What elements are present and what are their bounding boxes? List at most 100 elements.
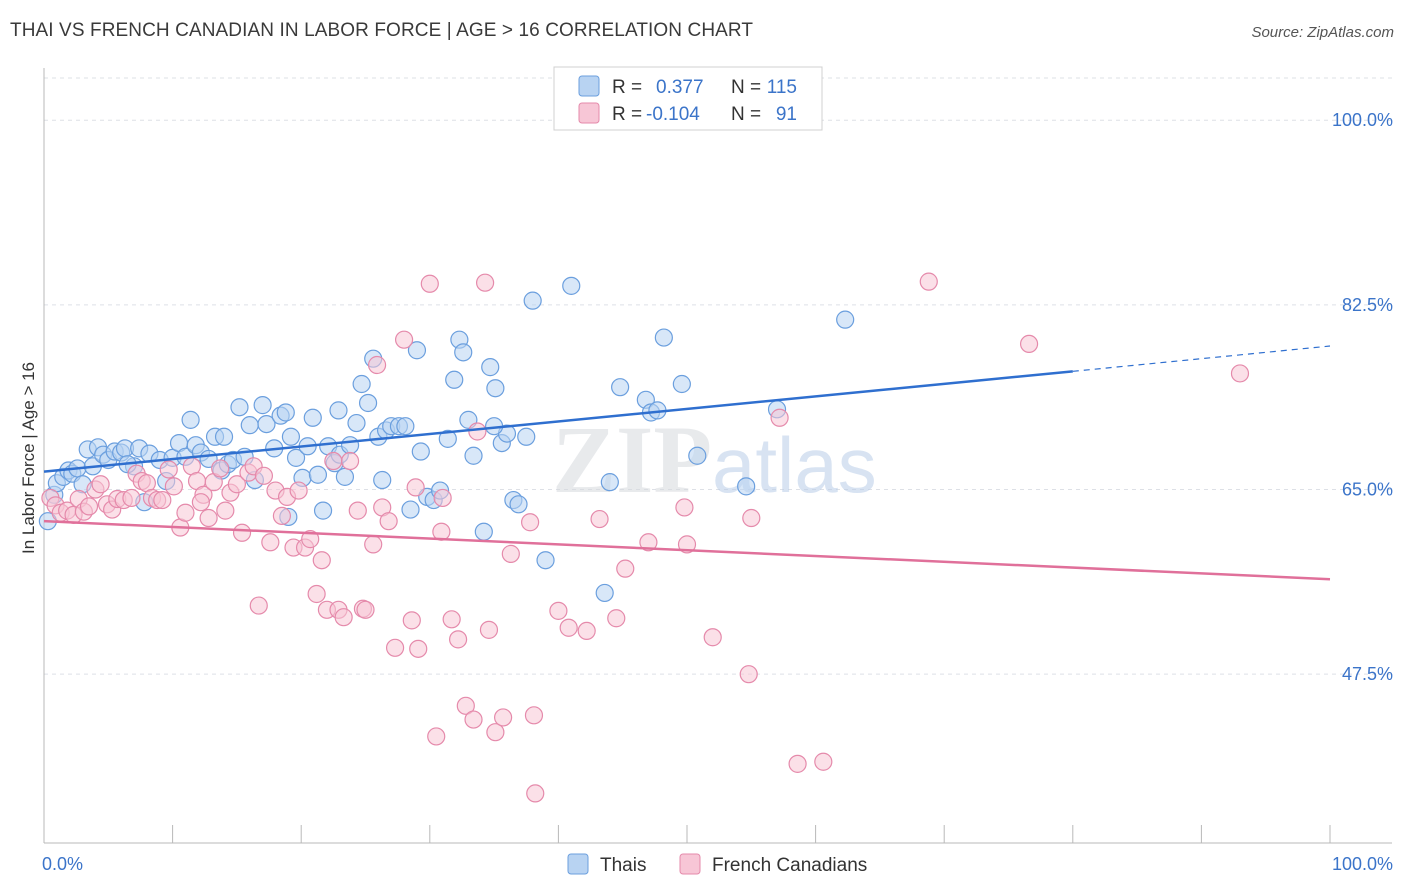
point-french-canadians-54 [348,501,367,520]
point-french-canadians-80 [590,509,609,529]
point-french-canadians-86 [770,408,789,427]
point-french-canadians-39 [261,533,280,552]
legend-swatch-thais [578,75,600,97]
point-french-canadians-78 [559,618,578,637]
point-thais-97 [836,310,855,329]
point-french-canadians-70 [464,710,483,729]
watermark: ZIP atlas [552,406,877,513]
point-thais-54 [347,413,366,433]
trend-lines [43,345,1331,581]
y-tick-label-1: 82.5% [1342,295,1393,315]
point-french-canadians-76 [521,513,540,532]
point-french-canadians-99 [406,478,425,497]
y-tick-label-2: 65.0% [1342,480,1393,500]
point-french-canadians-72 [479,620,499,639]
legend-r-value-1: 0.377 [656,77,704,98]
point-thais-74 [464,446,483,465]
point-french-canadians-91 [1230,364,1250,383]
point-thais-70 [445,370,464,389]
point-french-canadians-95 [364,535,383,554]
x-tick-label-1: 100.0% [1332,854,1393,874]
x-tick-label-0: 0.0% [42,854,83,874]
point-french-canadians-41 [272,506,292,525]
point-french-canadians-65 [427,727,446,746]
point-french-canadians-79 [577,621,596,641]
series-legend-swatch-thais [567,853,589,875]
point-french-canadians-59 [379,512,398,531]
legend-swatch-french-canadians [578,102,600,124]
point-thais-84 [523,291,542,310]
tick-labels: 100.0% 82.5% 65.0% 47.5% 0.0% 100.0% [42,110,1393,874]
legend-n-label-1: N = [731,77,761,98]
point-french-canadians-61 [394,330,414,349]
point-french-canadians-30 [211,459,230,478]
point-french-canadians-63 [409,639,428,658]
point-french-canadians-88 [814,752,833,771]
point-french-canadians-98 [639,533,658,552]
point-french-canadians-89 [919,272,938,291]
point-thais-25 [181,410,200,429]
point-french-canadians-64 [420,274,439,293]
point-thais-93 [672,374,691,394]
legend-r-label-1: R = [612,77,642,98]
point-thais-69 [438,429,457,448]
legend-n-value-1: 115 [767,77,797,98]
series-legend: Thais French Canadians [567,853,867,876]
point-french-canadians-56 [356,600,375,619]
point-french-canadians-75 [501,544,520,563]
point-thais-35 [240,416,259,435]
point-french-canadians-62 [402,611,421,630]
series-legend-label-french-canadians: French Canadians [712,855,867,876]
trend-line-thais-extension [1072,345,1331,372]
point-french-canadians-37 [249,596,268,615]
point-thais-56 [358,393,378,413]
point-french-canadians-84 [703,628,722,647]
grid-lines [44,77,1392,675]
legend-r-value-2: -0.104 [646,104,700,125]
chart-title: THAI VS FRENCH CANADIAN IN LABOR FORCE |… [10,20,754,41]
y-tick-label-0: 100.0% [1332,110,1393,130]
point-french-canadians-87 [788,754,807,773]
series-legend-label-thais: Thais [600,855,646,876]
axes [43,68,1392,844]
point-thais-41 [276,403,295,422]
point-french-canadians-77 [526,784,545,803]
point-thais-72 [454,343,473,362]
point-french-canadians-24 [176,503,195,522]
point-french-canadians-83 [677,535,697,554]
point-french-canadians-46 [301,530,320,549]
point-thais-63 [401,500,420,519]
point-thais-94 [688,446,707,465]
point-thais-37 [253,396,272,415]
point-french-canadians-50 [324,451,343,471]
y-axis-title: In Labor Force | Age > 16 [19,362,38,554]
point-thais-92 [654,328,673,347]
point-french-canadians-67 [442,610,461,629]
point-thais-46 [303,408,322,427]
point-french-canadians-52 [334,608,353,627]
point-thais-64 [407,341,427,360]
point-thais-43 [286,448,306,467]
point-french-canadians-22 [164,477,183,496]
point-french-canadians-38 [254,466,274,485]
point-french-canadians-93 [475,273,495,292]
point-thais-48 [313,501,333,520]
point-french-canadians-97 [742,508,761,528]
point-french-canadians-92 [675,498,694,517]
point-french-canadians-48 [312,551,331,570]
point-french-canadians-44 [289,481,308,500]
point-thais-87 [600,473,619,492]
legend-n-label-2: N = [731,104,761,125]
data-points [38,272,1250,803]
point-thais-95 [737,477,756,496]
point-french-canadians-60 [385,638,405,657]
point-french-canadians-28 [199,508,218,528]
point-thais-47 [308,465,328,484]
point-thais-65 [411,442,430,461]
point-thais-42 [281,427,301,446]
legend-r-label-2: R = [612,104,642,125]
point-french-canadians-101 [191,493,210,512]
point-thais-52 [335,467,355,486]
point-french-canadians-85 [739,665,758,684]
